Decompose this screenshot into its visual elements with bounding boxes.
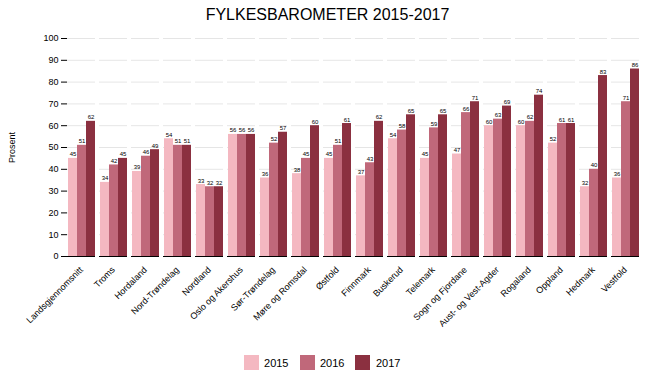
svg-text:80: 80 xyxy=(48,77,58,87)
svg-text:38: 38 xyxy=(294,167,301,173)
svg-text:Oslo og Akershus: Oslo og Akershus xyxy=(188,264,245,321)
svg-text:74: 74 xyxy=(536,88,543,94)
html-text:2017: 2017 xyxy=(376,356,401,369)
svg-text:49: 49 xyxy=(152,143,159,149)
svg-text:65: 65 xyxy=(440,108,447,114)
svg-text:Nordland: Nordland xyxy=(180,265,213,298)
svg-text:56: 56 xyxy=(230,127,237,133)
svg-text:62: 62 xyxy=(376,114,383,120)
svg-text:60: 60 xyxy=(486,119,493,125)
svg-text:Prosent: Prosent xyxy=(7,131,17,163)
svg-text:Landsgjennomsnitt: Landsgjennomsnitt xyxy=(24,264,85,325)
svg-text:50: 50 xyxy=(48,142,58,152)
svg-text:54: 54 xyxy=(166,132,173,138)
svg-text:32: 32 xyxy=(216,180,223,186)
svg-text:65: 65 xyxy=(408,108,415,114)
svg-text:33: 33 xyxy=(198,178,205,184)
svg-text:Hordaland: Hordaland xyxy=(112,264,149,302)
svg-text:36: 36 xyxy=(262,171,269,177)
svg-text:Finnmark: Finnmark xyxy=(339,264,373,298)
svg-text:60: 60 xyxy=(48,121,58,131)
svg-text:58: 58 xyxy=(399,123,406,129)
svg-text:Sør-Trøndelag: Sør-Trøndelag xyxy=(228,264,277,313)
svg-text:52: 52 xyxy=(550,136,557,142)
svg-text:51: 51 xyxy=(175,138,182,144)
svg-text:52: 52 xyxy=(271,136,278,142)
svg-text:57: 57 xyxy=(280,125,287,131)
svg-text:46: 46 xyxy=(143,149,150,155)
svg-text:Møre og Romsdal: Møre og Romsdal xyxy=(251,265,309,323)
svg-text:43: 43 xyxy=(367,156,374,162)
svg-text:39: 39 xyxy=(134,164,141,170)
svg-text:56: 56 xyxy=(239,127,246,133)
svg-text:Oppland: Oppland xyxy=(534,265,565,296)
svg-text:45: 45 xyxy=(303,151,310,157)
svg-text:61: 61 xyxy=(568,117,575,123)
svg-text:83: 83 xyxy=(600,69,607,75)
svg-text:45: 45 xyxy=(326,151,333,157)
svg-text:Rogaland: Rogaland xyxy=(499,265,533,299)
svg-text:Aust- og Vest-Agder: Aust- og Vest-Agder xyxy=(437,265,501,329)
svg-text:45: 45 xyxy=(120,151,127,157)
svg-text:30: 30 xyxy=(48,186,58,196)
svg-text:37: 37 xyxy=(358,169,365,175)
svg-text:51: 51 xyxy=(79,138,86,144)
svg-text:20: 20 xyxy=(48,208,58,218)
svg-text:Sogn og Fjordane: Sogn og Fjordane xyxy=(411,265,469,323)
svg-text:32: 32 xyxy=(207,180,214,186)
svg-text:71: 71 xyxy=(623,95,630,101)
svg-text:34: 34 xyxy=(102,175,109,181)
svg-text:Vestfold: Vestfold xyxy=(599,265,629,295)
svg-text:56: 56 xyxy=(248,127,255,133)
svg-text:0: 0 xyxy=(53,251,58,261)
svg-text:71: 71 xyxy=(472,95,479,101)
html-text:2015: 2015 xyxy=(264,356,289,369)
svg-text:62: 62 xyxy=(527,114,534,120)
svg-text:Buskerud: Buskerud xyxy=(371,265,405,299)
svg-text:70: 70 xyxy=(48,99,58,109)
svg-text:60: 60 xyxy=(518,119,525,125)
svg-text:47: 47 xyxy=(454,147,461,153)
svg-text:51: 51 xyxy=(335,138,342,144)
svg-text:40: 40 xyxy=(48,164,58,174)
svg-text:61: 61 xyxy=(344,117,351,123)
svg-text:36: 36 xyxy=(614,171,621,177)
svg-text:54: 54 xyxy=(390,132,397,138)
svg-text:45: 45 xyxy=(422,151,429,157)
svg-text:63: 63 xyxy=(495,112,502,118)
svg-text:100: 100 xyxy=(43,33,58,43)
svg-text:Hedmark: Hedmark xyxy=(564,264,597,297)
svg-text:Troms: Troms xyxy=(92,264,117,289)
svg-text:69: 69 xyxy=(504,99,511,105)
svg-text:Østfold: Østfold xyxy=(314,265,341,292)
svg-text:10: 10 xyxy=(48,230,58,240)
svg-text:86: 86 xyxy=(632,62,639,68)
svg-text:45: 45 xyxy=(70,151,77,157)
svg-text:51: 51 xyxy=(184,138,191,144)
svg-text:62: 62 xyxy=(88,114,95,120)
svg-text:42: 42 xyxy=(111,158,118,164)
svg-text:59: 59 xyxy=(431,121,438,127)
svg-text:40: 40 xyxy=(591,162,598,168)
html-text:FYLKESBAROMETER 2015-2017: FYLKESBAROMETER 2015-2017 xyxy=(205,6,450,23)
svg-text:Telemark: Telemark xyxy=(404,264,437,297)
svg-text:90: 90 xyxy=(48,55,58,65)
svg-text:66: 66 xyxy=(463,106,470,112)
svg-text:60: 60 xyxy=(312,119,319,125)
svg-text:32: 32 xyxy=(582,180,589,186)
svg-text:Nord-Trøndelag: Nord-Trøndelag xyxy=(129,265,181,317)
svg-text:61: 61 xyxy=(559,117,566,123)
html-text:2016: 2016 xyxy=(320,356,345,369)
